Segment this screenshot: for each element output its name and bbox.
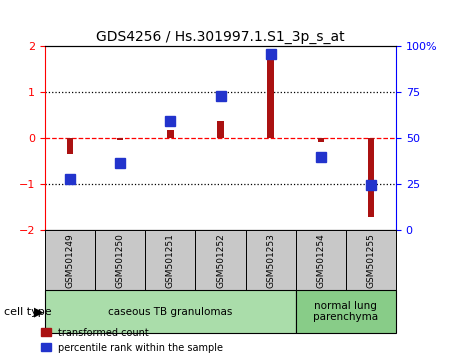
Bar	[145, 230, 195, 290]
Bar	[95, 230, 145, 290]
Bar	[296, 290, 396, 333]
Text: GSM501253: GSM501253	[266, 233, 275, 288]
Bar	[318, 138, 324, 142]
Bar	[195, 230, 246, 290]
Bar	[117, 138, 123, 140]
Text: GSM501251: GSM501251	[166, 233, 175, 288]
Legend: transformed count, percentile rank within the sample: transformed count, percentile rank withi…	[41, 328, 223, 353]
Text: cell type: cell type	[4, 307, 52, 316]
Bar	[217, 121, 224, 138]
Text: GSM501250: GSM501250	[116, 233, 125, 288]
Text: normal lung
parenchyma: normal lung parenchyma	[313, 301, 378, 322]
Title: GDS4256 / Hs.301997.1.S1_3p_s_at: GDS4256 / Hs.301997.1.S1_3p_s_at	[96, 30, 345, 44]
Bar	[346, 230, 396, 290]
Bar	[246, 230, 296, 290]
Text: caseous TB granulomas: caseous TB granulomas	[108, 307, 233, 316]
Text: GSM501254: GSM501254	[316, 233, 325, 287]
Text: GSM501252: GSM501252	[216, 233, 225, 287]
Bar	[67, 138, 73, 154]
Bar	[296, 230, 346, 290]
Bar	[368, 138, 374, 217]
Text: ▶: ▶	[34, 305, 43, 318]
Text: GSM501249: GSM501249	[66, 233, 75, 287]
Bar	[45, 230, 95, 290]
Bar	[167, 130, 174, 138]
Bar	[45, 290, 296, 333]
Bar	[267, 56, 274, 138]
Text: GSM501255: GSM501255	[366, 233, 375, 288]
